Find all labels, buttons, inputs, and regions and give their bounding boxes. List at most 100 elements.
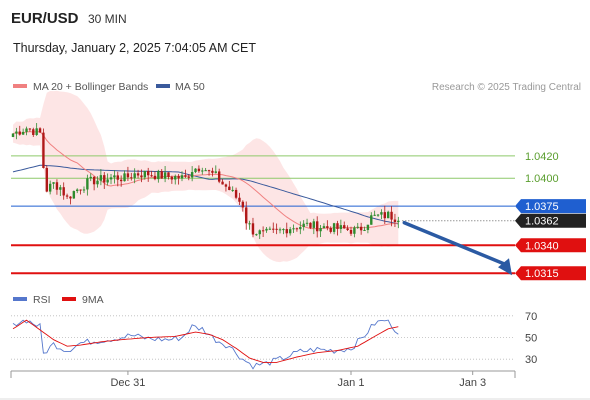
candle-body bbox=[248, 223, 251, 225]
candle-body bbox=[353, 227, 356, 234]
candle-body bbox=[177, 176, 180, 179]
candle-body bbox=[217, 171, 221, 182]
candle-body bbox=[25, 128, 28, 132]
candle-body bbox=[397, 220, 400, 223]
x-tick-label-1: Jan 1 bbox=[338, 377, 365, 389]
candle-body bbox=[126, 173, 130, 178]
candle-body bbox=[35, 128, 38, 135]
candle-body bbox=[103, 175, 106, 183]
legend-9ma-label: 9MA bbox=[82, 294, 104, 306]
candle-body bbox=[312, 221, 316, 228]
candle-body bbox=[160, 171, 163, 179]
candle-body bbox=[119, 179, 123, 182]
candle-body bbox=[15, 131, 18, 134]
candle-body bbox=[190, 172, 194, 178]
candle-body bbox=[376, 214, 380, 216]
candle-body bbox=[79, 189, 82, 191]
candle-body bbox=[65, 195, 69, 197]
candle-body bbox=[380, 212, 383, 215]
candle-body bbox=[305, 222, 309, 224]
candle-body bbox=[302, 223, 305, 227]
legend-rsi-label: RSI bbox=[33, 294, 51, 306]
candle-body bbox=[288, 229, 292, 234]
candle-body bbox=[157, 171, 160, 180]
candle-body bbox=[272, 228, 275, 230]
candle-body bbox=[245, 207, 248, 224]
candle-body bbox=[92, 176, 96, 185]
level-label-1.0400: 1.0400 bbox=[525, 173, 559, 185]
rsi-tick-50: 50 bbox=[525, 333, 537, 345]
candle-body bbox=[265, 228, 268, 231]
level-tag-1.0375 bbox=[515, 199, 586, 214]
candle-body bbox=[268, 228, 272, 230]
candle-body bbox=[180, 175, 184, 179]
candle-body bbox=[363, 229, 366, 231]
candle-body bbox=[238, 197, 241, 202]
candle-body bbox=[322, 226, 326, 229]
candle-body bbox=[150, 175, 153, 177]
level-tag-1.0315 bbox=[515, 266, 586, 281]
candle-body bbox=[136, 173, 140, 176]
candle-body bbox=[62, 187, 65, 196]
candle-body bbox=[18, 131, 21, 135]
candle-body bbox=[336, 223, 339, 229]
candle-body bbox=[366, 224, 370, 230]
candle-body bbox=[349, 229, 353, 234]
candle-body bbox=[28, 128, 32, 130]
candle-body bbox=[123, 173, 126, 182]
rsi-tick-30: 30 bbox=[525, 354, 537, 366]
candle-body bbox=[386, 211, 390, 219]
candle-body bbox=[326, 226, 329, 229]
candle-body bbox=[143, 171, 147, 178]
candle-body bbox=[241, 201, 245, 208]
candle-body bbox=[140, 175, 143, 178]
timeframe-label: 30 MIN bbox=[88, 12, 127, 26]
candle-body bbox=[359, 226, 363, 231]
candle-body bbox=[86, 178, 89, 190]
forecast-arrow-shaft bbox=[402, 220, 507, 266]
legend-rsi-swatch bbox=[13, 297, 27, 301]
candle-body bbox=[228, 186, 231, 191]
candle-body bbox=[38, 128, 42, 133]
level-label-1.0375: 1.0375 bbox=[525, 201, 559, 213]
candle-body bbox=[167, 172, 170, 177]
candle-body bbox=[174, 176, 177, 180]
candle-body bbox=[32, 129, 35, 135]
candle-body bbox=[207, 170, 211, 172]
candle-body bbox=[11, 133, 15, 137]
candle-body bbox=[55, 182, 59, 190]
candle-body bbox=[130, 177, 133, 179]
candle-body bbox=[197, 168, 201, 172]
legend-ma50-swatch bbox=[156, 84, 170, 88]
candle-body bbox=[89, 176, 92, 179]
candle-body bbox=[72, 191, 76, 199]
level-label-1.0340: 1.0340 bbox=[525, 240, 559, 252]
candle-body bbox=[231, 189, 234, 191]
candle-body bbox=[339, 225, 343, 229]
candle-body bbox=[109, 177, 113, 180]
ma50-line bbox=[12, 164, 399, 225]
candle-body bbox=[69, 196, 72, 199]
candle-body bbox=[370, 215, 373, 225]
x-tick-label-2: Jan 3 bbox=[459, 377, 486, 389]
candle-body bbox=[346, 228, 349, 230]
candle-body bbox=[21, 131, 25, 135]
candle-body bbox=[113, 175, 116, 178]
symbol-title: EUR/USD bbox=[11, 10, 79, 27]
candle-body bbox=[299, 226, 302, 230]
candle-body bbox=[48, 183, 52, 192]
candle-body bbox=[201, 170, 204, 172]
candle-body bbox=[52, 182, 55, 184]
candle-body bbox=[170, 176, 174, 180]
candle-body bbox=[59, 187, 62, 190]
level-label-1.0362: 1.0362 bbox=[525, 216, 559, 228]
candle-body bbox=[96, 180, 99, 185]
level-label-1.0420: 1.0420 bbox=[525, 151, 559, 163]
rsi-line bbox=[12, 319, 399, 370]
candle-body bbox=[319, 228, 322, 232]
candle-body bbox=[383, 212, 386, 219]
candle-body bbox=[295, 228, 299, 230]
candle-body bbox=[82, 189, 86, 191]
